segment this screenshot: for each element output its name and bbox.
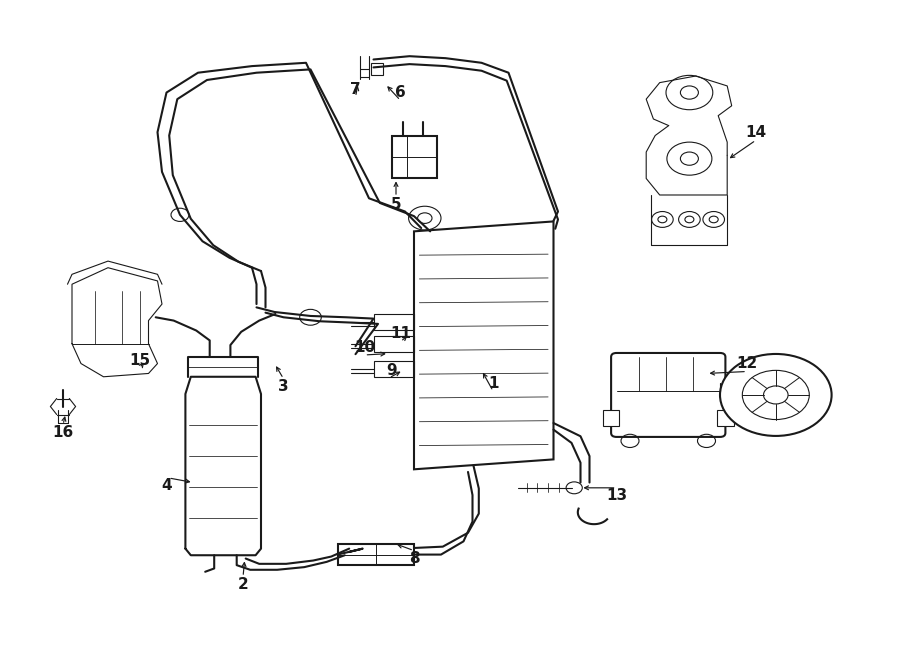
Text: 2: 2 — [238, 578, 248, 592]
Text: 3: 3 — [278, 379, 289, 394]
Text: 4: 4 — [161, 479, 172, 493]
Bar — [338, 544, 414, 565]
Text: 10: 10 — [354, 340, 375, 354]
Bar — [392, 136, 436, 178]
Text: 6: 6 — [395, 85, 406, 100]
Bar — [371, 63, 383, 75]
Text: 11: 11 — [390, 327, 411, 341]
Bar — [603, 410, 619, 426]
Circle shape — [566, 482, 582, 494]
Bar — [374, 314, 414, 330]
Text: 5: 5 — [391, 198, 401, 212]
Bar — [374, 362, 414, 377]
Text: 12: 12 — [736, 356, 758, 371]
Text: 16: 16 — [52, 426, 74, 440]
Text: 1: 1 — [488, 376, 499, 391]
Bar — [374, 336, 414, 352]
Text: 14: 14 — [745, 125, 767, 139]
Bar — [717, 410, 734, 426]
FancyBboxPatch shape — [611, 353, 725, 437]
Text: 8: 8 — [409, 551, 419, 566]
Text: 9: 9 — [386, 363, 397, 377]
Circle shape — [720, 354, 832, 436]
Text: 13: 13 — [606, 488, 627, 503]
Text: 15: 15 — [129, 353, 150, 368]
Text: 7: 7 — [350, 82, 361, 97]
